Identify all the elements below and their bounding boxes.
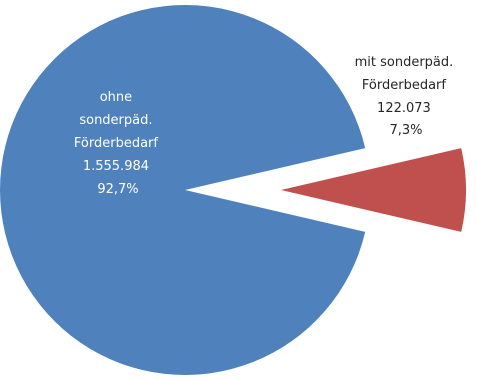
slice-label-line: sonderpäd.	[79, 113, 152, 128]
slice-label-line: Förderbedarf	[362, 78, 446, 93]
slice-label-line: mit sonderpäd.	[355, 55, 454, 70]
slice-label-line: Förderbedarf	[74, 136, 158, 151]
slice-label-ohne: ohne sonderpäd. Förderbedarf 1.555.984 9…	[74, 90, 162, 197]
slice-percent-label: 7,3%	[389, 123, 422, 138]
pie-slice-mit	[281, 148, 467, 232]
pie-slices	[0, 5, 467, 375]
slice-value-label: 1.555.984	[83, 159, 149, 174]
slice-percent-label: 92,7%	[97, 182, 138, 197]
slice-label-mit: mit sonderpäd. Förderbedarf 122.073 7,3%	[355, 55, 458, 138]
slice-label-line: ohne	[100, 90, 132, 105]
pie-slice-ohne	[0, 5, 366, 375]
slice-value-label: 122.073	[377, 101, 431, 116]
